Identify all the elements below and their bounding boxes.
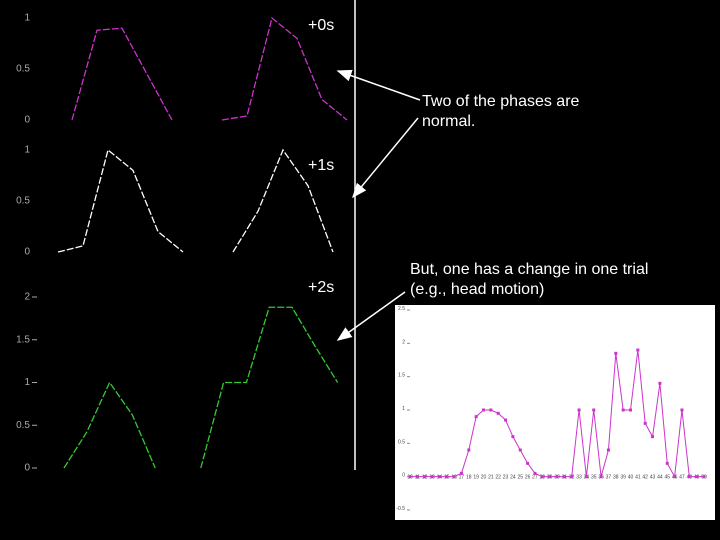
data-point — [489, 408, 493, 412]
data-point — [680, 408, 684, 412]
panel-label: +2s — [308, 279, 334, 296]
data-line — [57, 148, 334, 253]
x-tick-label: 24 — [510, 475, 516, 481]
data-point — [518, 448, 522, 452]
data-point — [673, 475, 677, 479]
y-tick-label: 0.5 — [398, 439, 405, 445]
x-tick-label: 42 — [642, 475, 648, 481]
panel-label: +1s — [308, 157, 334, 174]
data-point — [702, 475, 706, 479]
x-tick-label: 38 — [613, 475, 619, 481]
data-point — [540, 475, 544, 479]
data-point — [695, 475, 699, 479]
x-tick-label: 27 — [532, 475, 538, 481]
x-tick-label: 40 — [628, 475, 634, 481]
y-tick-label: 1 — [24, 13, 30, 24]
y-tick-label: 2.5 — [398, 306, 405, 312]
x-tick-label: 20 — [481, 475, 487, 481]
data-point — [614, 351, 618, 355]
x-tick-label: 22 — [495, 475, 501, 481]
x-tick-label: 25 — [517, 475, 523, 481]
y-tick-label: 1 — [402, 406, 405, 412]
data-point — [459, 471, 463, 475]
note: (e.g., head motion) — [410, 281, 544, 298]
data-point — [555, 475, 559, 479]
x-tick-label: 39 — [620, 475, 626, 481]
y-tick-label: 0 — [24, 463, 30, 474]
data-point — [606, 448, 610, 452]
data-point — [504, 418, 508, 422]
x-tick-label: 26 — [525, 475, 531, 481]
arrow — [336, 69, 421, 101]
x-tick-label: 41 — [635, 475, 641, 481]
x-tick-label: 18 — [466, 475, 472, 481]
y-tick-label: 0 — [24, 115, 30, 126]
data-point — [687, 475, 691, 479]
x-tick-label: 47 — [679, 475, 685, 481]
data-point — [430, 475, 434, 479]
y-tick-label: 2 — [402, 339, 405, 345]
data-point — [511, 435, 515, 439]
x-tick-label: 45 — [664, 475, 670, 481]
arrow — [352, 117, 419, 199]
note: Two of the phases are — [422, 93, 580, 110]
data-point — [577, 408, 581, 412]
y-tick-label: 0.5 — [16, 64, 30, 75]
y-tick-label: 0 — [402, 473, 405, 479]
x-tick-label: 35 — [591, 475, 597, 481]
note: normal. — [422, 113, 475, 130]
data-point — [474, 415, 478, 419]
data-point — [629, 408, 632, 412]
data-point — [415, 475, 419, 479]
x-tick-label: 33 — [576, 475, 582, 481]
data-point — [658, 381, 662, 385]
y-tick-label: 0.5 — [16, 420, 30, 431]
y-tick-label: 1.5 — [16, 334, 30, 345]
data-point — [584, 475, 588, 479]
x-tick-label: 23 — [503, 475, 509, 481]
x-tick-label: 21 — [488, 475, 494, 481]
data-point — [562, 475, 566, 479]
data-point — [445, 475, 449, 479]
data-point — [496, 411, 500, 415]
data-line — [71, 16, 348, 121]
data-point — [533, 471, 537, 475]
data-point — [482, 408, 485, 412]
data-point — [570, 475, 574, 479]
data-point — [665, 461, 669, 465]
y-tick-label: 0.5 — [16, 196, 30, 207]
data-point — [437, 475, 441, 479]
x-tick-label: 17 — [459, 475, 465, 481]
y-tick-label: 2 — [24, 292, 30, 303]
data-point — [452, 475, 456, 479]
data-point — [526, 461, 530, 465]
data-point — [592, 408, 596, 412]
data-point — [423, 475, 427, 479]
inset-background — [395, 305, 715, 520]
data-point — [636, 348, 640, 352]
data-point — [599, 475, 603, 479]
panel-label: +0s — [308, 17, 334, 34]
data-point — [408, 475, 412, 479]
x-tick-label: 43 — [650, 475, 656, 481]
x-tick-label: 37 — [606, 475, 612, 481]
y-tick-label: 1.5 — [398, 373, 405, 379]
data-point — [643, 421, 647, 425]
y-tick-label: 1 — [24, 145, 30, 156]
y-tick-label: 1 — [24, 377, 30, 388]
y-tick-label: 0 — [24, 247, 30, 258]
data-line — [63, 306, 339, 469]
data-point — [548, 475, 552, 479]
x-tick-label: 44 — [657, 475, 663, 481]
arrow — [336, 291, 406, 341]
data-point — [467, 448, 471, 452]
x-tick-label: 19 — [473, 475, 479, 481]
note: But, one has a change in one trial — [410, 261, 648, 278]
y-tick-label: -0.5 — [396, 506, 405, 512]
data-point — [651, 435, 655, 439]
data-point — [621, 408, 625, 412]
